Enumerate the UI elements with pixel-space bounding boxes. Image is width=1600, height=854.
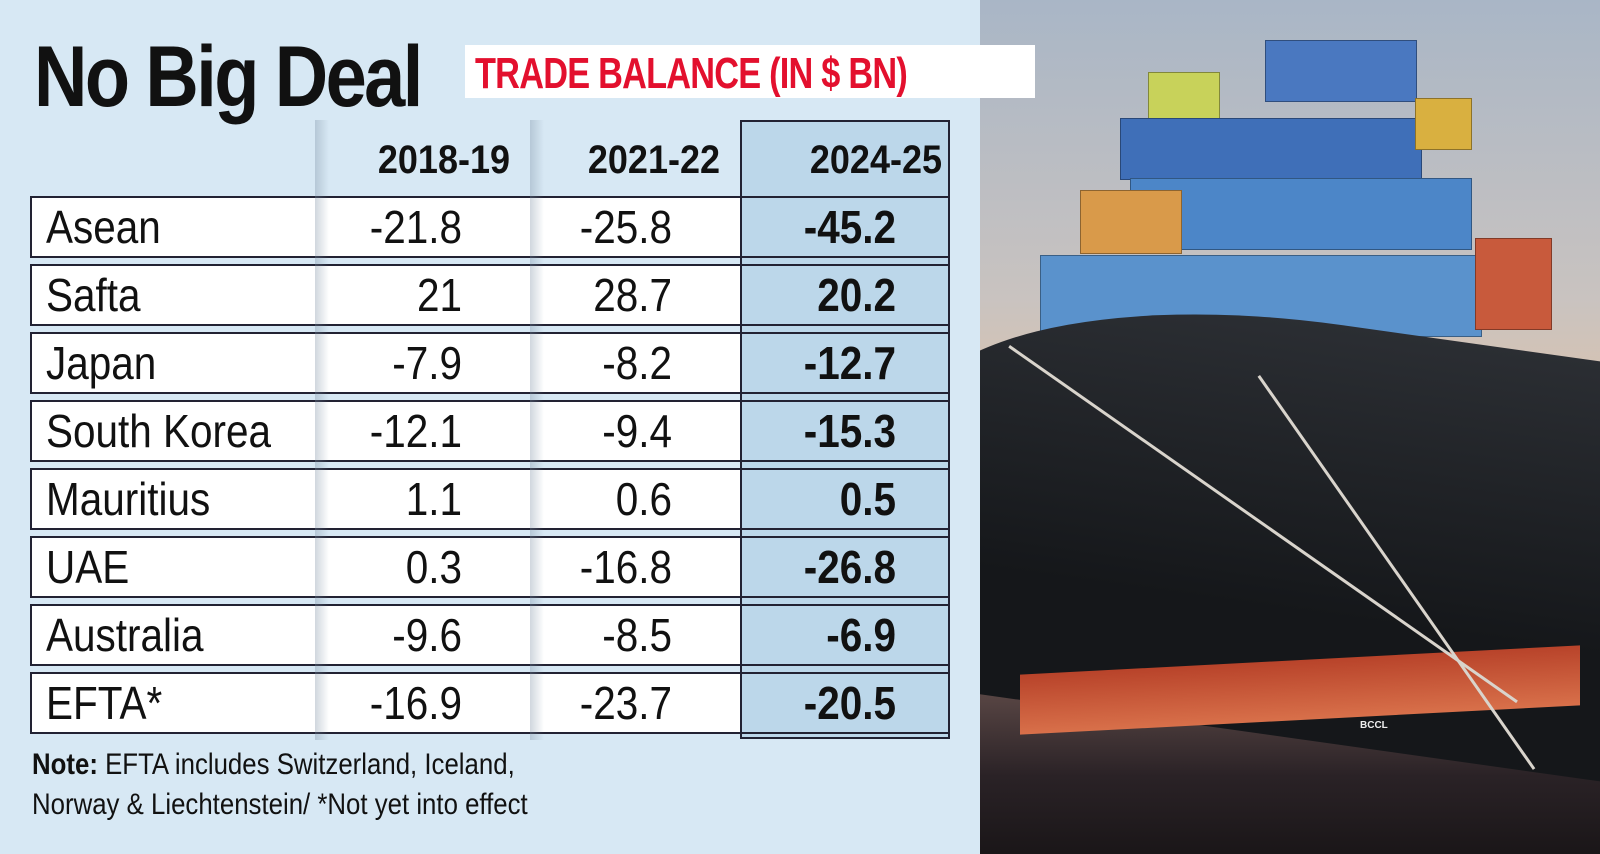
note-line-1: EFTA includes Switzerland, Iceland, (105, 748, 515, 781)
value-cell: -16.9 (369, 677, 462, 729)
value-cell: -12.7 (803, 337, 896, 389)
value-cell: -45.2 (803, 201, 896, 253)
container (1415, 98, 1472, 150)
table-row: Asean -21.8 -25.8 -45.2 (30, 196, 950, 258)
value-cell: 0.5 (839, 473, 896, 525)
value-cell: -7.9 (392, 337, 462, 389)
column-header: 2021-22 (587, 138, 720, 182)
value-cell: -21.8 (369, 201, 462, 253)
row-label: South Korea (46, 405, 272, 457)
value-cell: 0.3 (405, 541, 462, 593)
value-cell: -15.3 (803, 405, 896, 457)
table-row: Japan -7.9 -8.2 -12.7 (30, 332, 950, 394)
value-cell: -20.5 (803, 677, 896, 729)
table-row: Safta 21 28.7 20.2 (30, 264, 950, 326)
table-row: Australia -9.6 -8.5 -6.9 (30, 604, 950, 666)
value-cell: -9.6 (392, 609, 462, 661)
row-background (32, 266, 740, 324)
value-cell: -25.8 (579, 201, 672, 253)
row-background (32, 538, 740, 596)
table-row: UAE 0.3 -16.8 -26.8 (30, 536, 950, 598)
row-label: Mauritius (46, 473, 211, 525)
row-background (32, 606, 740, 664)
row-background (32, 402, 740, 460)
container (1475, 238, 1552, 330)
value-cell: -23.7 (579, 677, 672, 729)
row-background (32, 674, 740, 732)
value-cell: -12.1 (369, 405, 462, 457)
value-cell: 0.6 (615, 473, 672, 525)
container (1120, 118, 1422, 180)
container (1265, 40, 1417, 102)
column-header: 2018-19 (377, 138, 510, 182)
value-cell: -8.2 (602, 337, 672, 389)
row-background (32, 198, 740, 256)
row-label: Asean (46, 201, 161, 253)
value-cell: 21 (416, 269, 462, 321)
column-shade (315, 120, 329, 740)
value-cell: -9.4 (602, 405, 672, 457)
value-cell: 28.7 (593, 269, 672, 321)
subtitle: TRADE BALANCE (IN $ BN) (475, 49, 908, 98)
note-label: Note: (32, 748, 98, 781)
subtitle-box: TRADE BALANCE (IN $ BN) (465, 45, 1035, 98)
value-cell: -6.9 (826, 609, 896, 661)
row-label: Australia (46, 609, 204, 661)
container (1130, 178, 1472, 250)
highlight-column-2024-25 (740, 120, 950, 739)
cargo-ship-photo: BCCL (980, 0, 1600, 854)
column-header: 2024-25 (809, 138, 942, 182)
note-line-2: Norway & Liechtenstein/ *Not yet into ef… (32, 788, 528, 821)
row-label: Safta (46, 269, 141, 321)
row-background (32, 470, 740, 528)
row-background (32, 334, 740, 392)
container (1148, 72, 1220, 119)
watermark: BCCL (1360, 720, 1388, 731)
row-label: UAE (46, 541, 130, 593)
table-row: EFTA* -16.9 -23.7 -20.5 (30, 672, 950, 734)
value-cell: 1.1 (405, 473, 462, 525)
value-cell: 20.2 (817, 269, 896, 321)
table-row: South Korea -12.1 -9.4 -15.3 (30, 400, 950, 462)
table-row: Mauritius 1.1 0.6 0.5 (30, 468, 950, 530)
page-title: No Big Deal (34, 29, 423, 125)
container (1080, 190, 1182, 254)
row-label: EFTA* (46, 677, 163, 729)
column-shade (530, 120, 544, 740)
value-cell: -16.8 (579, 541, 672, 593)
value-cell: -26.8 (803, 541, 896, 593)
value-cell: -8.5 (602, 609, 672, 661)
row-label: Japan (46, 337, 157, 389)
footnote: Note: EFTA includes Switzerland, Iceland… (32, 745, 528, 825)
